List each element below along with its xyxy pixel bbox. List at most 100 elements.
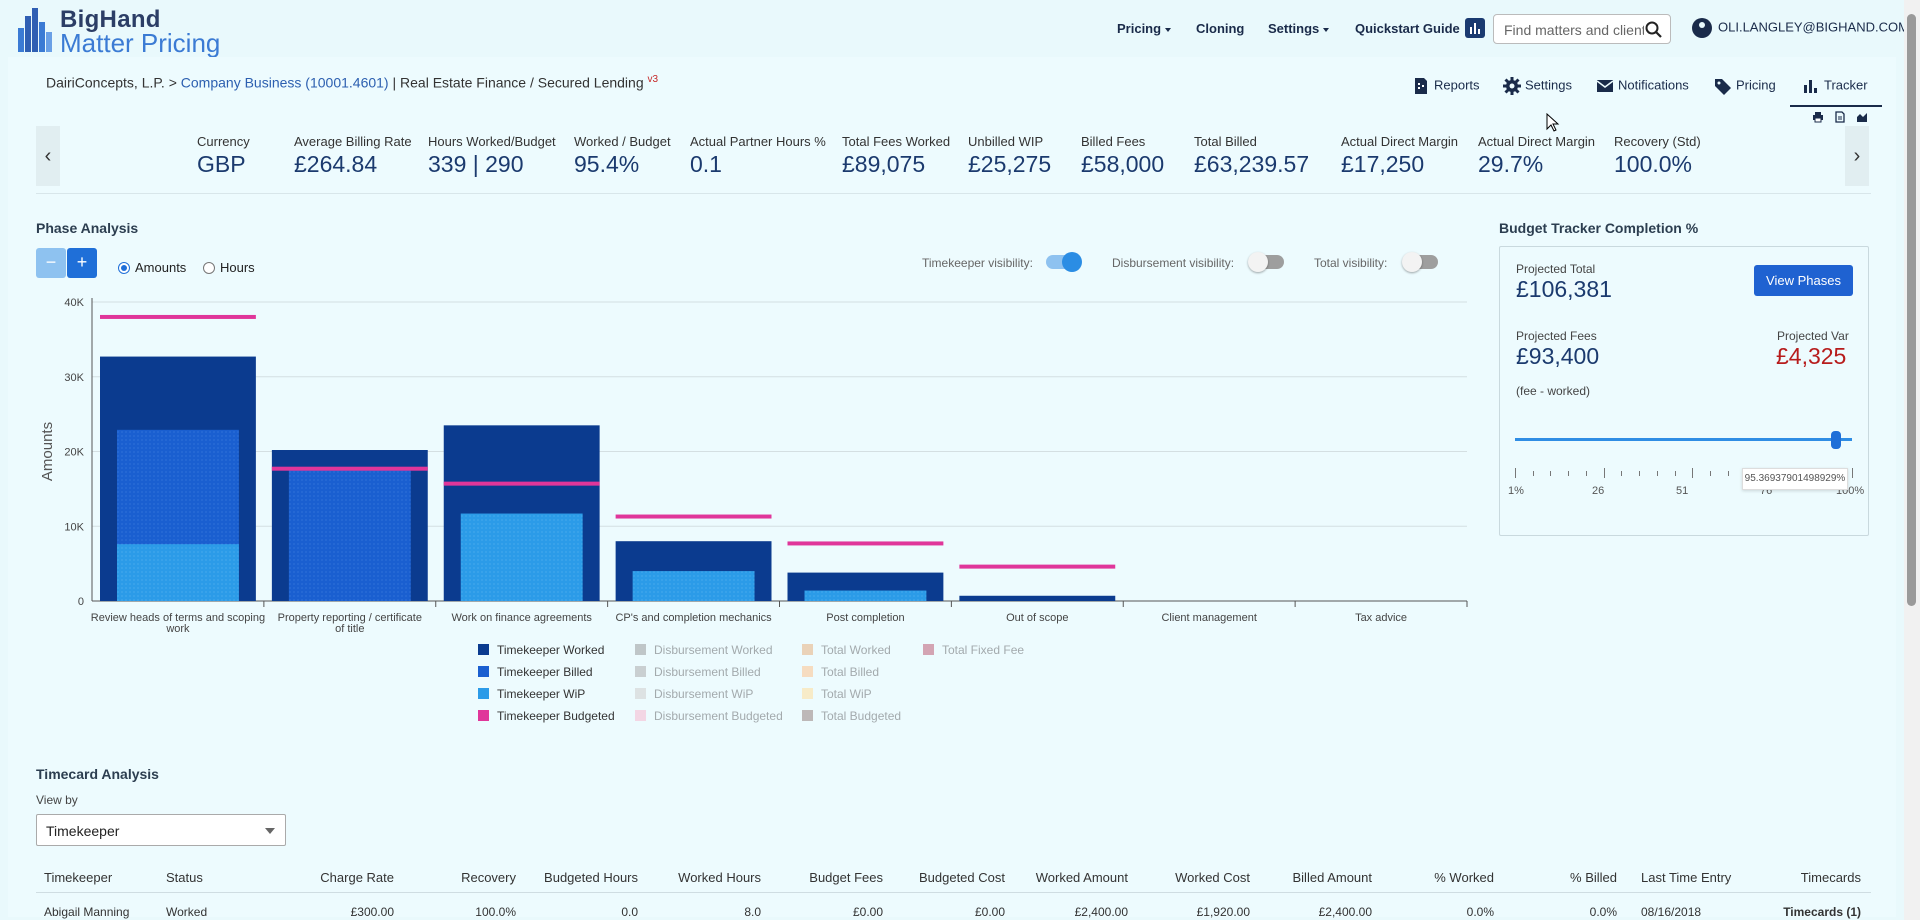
completion-slider-track[interactable] (1515, 438, 1852, 441)
legend-item[interactable]: Disbursement Billed (635, 665, 761, 679)
chart-legend: Timekeeper Worked Timekeeper Billed Timeke… (478, 643, 1078, 733)
breadcrumb-matter-code[interactable]: (10001.4601) (305, 74, 389, 91)
disbursement-visibility-toggle[interactable] (1248, 252, 1284, 272)
table-header-recovery[interactable]: Recovery (461, 870, 516, 885)
slider-tick (1727, 471, 1729, 476)
nav-settings[interactable]: Settings (1268, 21, 1329, 36)
table-header-worked[interactable]: % Worked (1434, 870, 1494, 885)
legend-item[interactable]: Total Billed (802, 665, 879, 679)
projected-fees-value: £93,400 (1516, 343, 1600, 369)
table-cell: 0.0% (1466, 905, 1494, 919)
tab-tracker[interactable]: Tracker (1802, 77, 1868, 95)
x-tick-label: Post completion (826, 612, 904, 624)
chevron-down-icon (265, 828, 275, 834)
search-input[interactable] (1502, 21, 1646, 39)
user-account-icon (1692, 18, 1712, 38)
table-header-worked-amount[interactable]: Worked Amount (1035, 870, 1128, 885)
tab-tracker-label: Tracker (1824, 77, 1868, 93)
analytics-icon[interactable] (1465, 18, 1485, 38)
table-header-last-time-entry[interactable]: Last Time Entry (1641, 870, 1732, 885)
scrollbar-thumb[interactable] (1907, 14, 1916, 606)
breadcrumb-client[interactable]: DairiConcepts, L.P. (46, 74, 165, 91)
kpi-label: Actual Direct Margin (1478, 134, 1596, 149)
timekeeper-visibility-label: Timekeeper visibility: (922, 256, 1033, 270)
breadcrumb-matter[interactable]: Company Business (180, 74, 302, 91)
nav-pricing[interactable]: Pricing (1117, 21, 1171, 36)
print-icon[interactable] (1812, 111, 1824, 123)
table-header-budget-fees[interactable]: Budget Fees (809, 870, 883, 885)
table-header-budgeted-cost[interactable]: Budgeted Cost (918, 870, 1005, 885)
table-header-timekeeper[interactable]: Timekeeper (44, 870, 113, 885)
timekeeper-visibility-toggle[interactable] (1046, 252, 1082, 272)
kpi-currency: Currency GBP (197, 134, 250, 178)
legend-item[interactable]: Disbursement Worked (635, 643, 773, 657)
legend-item[interactable]: Total Worked (802, 643, 891, 657)
kpi-next-arrow[interactable]: › (1845, 126, 1869, 186)
tab-reports[interactable]: Reports (1412, 77, 1480, 95)
slider-tick-label: 1% (1508, 485, 1524, 497)
total-visibility-toggle[interactable] (1402, 252, 1438, 272)
budget-tracker-title: Budget Tracker Completion % (1499, 220, 1699, 236)
kpi-prev-arrow[interactable]: ‹ (36, 126, 60, 186)
legend-item[interactable]: Timekeeper Billed (478, 665, 593, 679)
y-tick-label: 20K (64, 447, 84, 459)
view-by-select[interactable]: Timekeeper (36, 814, 286, 846)
zoom-in-button[interactable]: + (67, 248, 97, 278)
table-cell[interactable]: Timecards (1) (1783, 905, 1861, 919)
completion-slider-thumb[interactable] (1831, 431, 1842, 449)
legend-item[interactable]: Timekeeper WiP (478, 687, 585, 701)
legend-label: Timekeeper Budgeted (497, 709, 615, 723)
table-header-worked-cost[interactable]: Worked Cost (1175, 870, 1250, 885)
legend-label: Timekeeper Worked (497, 643, 605, 657)
table-header-billed[interactable]: % Billed (1570, 870, 1617, 885)
logo-subtitle: Matter Pricing (60, 28, 221, 58)
radio-hours[interactable]: Hours (203, 260, 255, 275)
legend-label: Disbursement Billed (654, 665, 761, 679)
toggle-knob (1402, 252, 1422, 272)
table-header-billed-amount[interactable]: Billed Amount (1292, 870, 1373, 885)
table-cell: £300.00 (350, 905, 394, 919)
area-chart-icon[interactable] (1856, 111, 1868, 123)
kpi-value: 95.4% (574, 151, 640, 177)
legend-item[interactable]: Disbursement WiP (635, 687, 753, 701)
radio-hours-label: Hours (220, 260, 255, 275)
tab-pricing-label: Pricing (1736, 77, 1776, 93)
bighand-logo-icon[interactable] (18, 8, 54, 52)
bar-chart-icon (1804, 80, 1817, 93)
breadcrumb-separator: > (164, 74, 181, 91)
tab-settings[interactable]: Settings (1503, 77, 1572, 95)
search-icon[interactable] (1645, 21, 1662, 38)
table-cell: 0.0 (621, 905, 638, 919)
export-file-icon[interactable] (1834, 111, 1846, 123)
view-phases-button[interactable]: View Phases (1754, 265, 1853, 296)
table-header-budgeted-hours[interactable]: Budgeted Hours (544, 870, 638, 885)
slider-tick (1603, 468, 1605, 478)
legend-item[interactable]: Timekeeper Budgeted (478, 709, 615, 723)
kpi-label: Actual Direct Margin (1341, 134, 1459, 149)
legend-item[interactable]: Timekeeper Worked (478, 643, 604, 657)
kpi-value: £63,239.57 (1194, 151, 1310, 177)
table-header-status[interactable]: Status (166, 870, 203, 885)
nav-cloning[interactable]: Cloning (1196, 21, 1245, 36)
table-cell: £2,400.00 (1318, 905, 1372, 919)
legend-item[interactable]: Disbursement Budgeted (635, 709, 783, 723)
table-header-timecards[interactable]: Timecards (1800, 870, 1861, 885)
table-header-worked-hours[interactable]: Worked Hours (678, 870, 761, 885)
tab-pricing[interactable]: Pricing (1714, 77, 1776, 95)
table-header-charge-rate[interactable]: Charge Rate (320, 870, 394, 885)
table-header-divider (36, 892, 1871, 893)
kpi-value: £264.84 (294, 151, 378, 177)
user-menu[interactable]: OLI.LANGLEY@BIGHAND.COM (1692, 18, 1909, 38)
legend-item[interactable]: Total Budgeted (802, 709, 901, 723)
legend-item[interactable]: Total WiP (802, 687, 872, 701)
y-axis-title: Amounts (39, 422, 56, 481)
tab-notifications[interactable]: Notifications (1596, 77, 1689, 95)
slider-tick (1674, 471, 1676, 476)
nav-quickstart-guide[interactable]: Quickstart Guide (1355, 21, 1460, 36)
toggle-knob (1248, 252, 1268, 272)
radio-amounts[interactable]: Amounts (118, 260, 186, 275)
breadcrumb: DairiConcepts, L.P. > Company Business (… (46, 74, 658, 91)
legend-item[interactable]: Total Fixed Fee (923, 643, 1024, 657)
slider-tick (1515, 468, 1516, 478)
zoom-out-button[interactable]: − (36, 248, 66, 278)
